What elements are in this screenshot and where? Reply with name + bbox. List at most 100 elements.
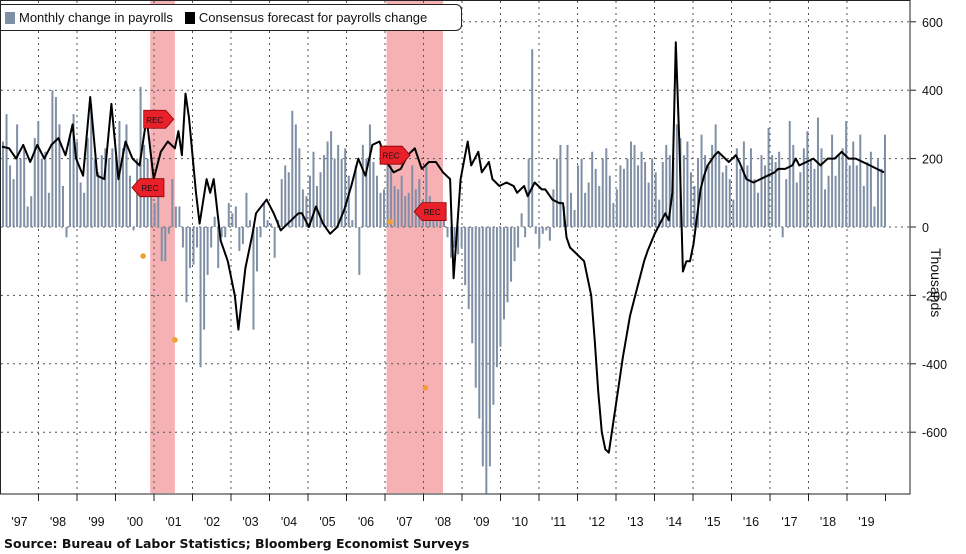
payroll-bar bbox=[654, 172, 657, 227]
payroll-bar bbox=[397, 189, 400, 227]
payroll-bar bbox=[869, 151, 872, 227]
payroll-bar bbox=[742, 141, 745, 227]
plot-frame bbox=[0, 0, 911, 495]
payroll-bar bbox=[510, 227, 513, 282]
x-tick-label: '10 bbox=[512, 515, 528, 529]
payroll-bar bbox=[390, 165, 393, 227]
payroll-bar bbox=[157, 192, 160, 227]
payroll-bar bbox=[485, 227, 488, 494]
payroll-bar bbox=[86, 138, 89, 227]
x-tick-label: '14 bbox=[666, 515, 682, 529]
payroll-bar bbox=[61, 185, 64, 227]
payroll-bar bbox=[379, 192, 382, 227]
payroll-bar bbox=[739, 168, 742, 227]
legend-item-bars: Monthly change in payrolls bbox=[5, 10, 173, 25]
payroll-bar bbox=[425, 165, 428, 227]
payroll-bar bbox=[111, 148, 114, 227]
payroll-bar bbox=[153, 203, 156, 227]
payroll-bar bbox=[231, 213, 234, 227]
payroll-bar bbox=[802, 148, 805, 227]
legend-label-line: Consensus forecast for payrolls change bbox=[198, 10, 428, 25]
payroll-bar bbox=[97, 172, 100, 227]
payroll-bar bbox=[121, 148, 124, 227]
payroll-bar bbox=[584, 192, 587, 227]
payroll-bar bbox=[132, 227, 135, 231]
payroll-bar bbox=[834, 175, 837, 227]
payroll-bar bbox=[100, 155, 103, 227]
legend-item-line: Consensus forecast for payrolls change bbox=[184, 10, 428, 25]
payroll-bar bbox=[756, 192, 759, 227]
y-tick-label: 0 bbox=[922, 221, 929, 235]
payroll-bar bbox=[862, 185, 865, 227]
payroll-bar bbox=[181, 227, 184, 248]
payroll-bar bbox=[252, 227, 255, 330]
payroll-bar bbox=[855, 165, 858, 227]
payroll-bar bbox=[326, 141, 329, 227]
payroll-bar bbox=[714, 124, 717, 227]
payroll-bar bbox=[809, 158, 812, 227]
payroll-bar bbox=[859, 134, 862, 227]
payroll-bar bbox=[79, 182, 82, 227]
payroll-bar bbox=[171, 179, 174, 227]
payroll-bar bbox=[626, 158, 629, 227]
payroll-bar bbox=[474, 227, 477, 388]
payroll-bar bbox=[308, 175, 311, 227]
x-tick-label: '97 bbox=[11, 515, 27, 529]
payroll-bar bbox=[615, 189, 618, 227]
rec-marker bbox=[131, 178, 165, 198]
payroll-bar bbox=[393, 185, 396, 227]
x-tick-label: '13 bbox=[627, 515, 643, 529]
payroll-bar bbox=[263, 203, 266, 227]
payroll-bar bbox=[488, 227, 491, 467]
payroll-bar bbox=[841, 148, 844, 227]
payroll-bar bbox=[725, 165, 728, 227]
payroll-bar bbox=[771, 155, 774, 227]
payroll-bar bbox=[471, 227, 474, 344]
chart-legend: Monthly change in payrolls Consensus for… bbox=[0, 4, 462, 31]
payroll-bar bbox=[852, 141, 855, 227]
payroll-bar bbox=[238, 227, 241, 251]
payroll-bar bbox=[612, 203, 615, 227]
payroll-bar bbox=[414, 189, 417, 227]
payroll-bar bbox=[622, 168, 625, 227]
payroll-bar bbox=[566, 144, 569, 227]
payroll-bar bbox=[658, 199, 661, 227]
payroll-bar bbox=[453, 227, 456, 248]
payroll-bar bbox=[40, 158, 43, 227]
payroll-bar bbox=[44, 151, 47, 227]
payroll-bar bbox=[711, 144, 714, 227]
payroll-bar bbox=[749, 148, 752, 227]
payroll-bar bbox=[661, 162, 664, 227]
payroll-bar bbox=[481, 227, 484, 467]
payroll-bar bbox=[150, 179, 153, 227]
payroll-bar bbox=[245, 192, 248, 227]
x-tick-label: '06 bbox=[358, 515, 374, 529]
highlight-point bbox=[172, 337, 178, 343]
rec-marker-label: REC bbox=[424, 208, 441, 217]
legend-swatch-line bbox=[184, 11, 195, 24]
payroll-bar bbox=[707, 165, 710, 227]
payroll-bar bbox=[358, 227, 361, 275]
payroll-bar bbox=[824, 189, 827, 227]
payroll-bar bbox=[129, 175, 132, 227]
payroll-bar bbox=[647, 182, 650, 227]
payroll-bar bbox=[30, 196, 33, 227]
payroll-bar bbox=[675, 124, 678, 227]
payroll-bar bbox=[266, 220, 269, 227]
payroll-bar bbox=[164, 227, 167, 262]
x-tick-label: '17 bbox=[781, 515, 797, 529]
payroll-bar bbox=[192, 227, 195, 265]
payroll-bar bbox=[446, 227, 449, 238]
payroll-bar bbox=[72, 114, 75, 227]
x-tick-label: '02 bbox=[204, 515, 220, 529]
payroll-bar bbox=[361, 144, 364, 227]
payroll-bar bbox=[587, 182, 590, 227]
payroll-bar bbox=[517, 227, 520, 248]
payroll-bar bbox=[764, 165, 767, 227]
payroll-bar bbox=[174, 206, 177, 227]
payroll-bar bbox=[234, 206, 237, 227]
x-tick-label: '08 bbox=[435, 515, 451, 529]
y-tick-label: 400 bbox=[922, 84, 943, 98]
payroll-bar bbox=[368, 124, 371, 227]
